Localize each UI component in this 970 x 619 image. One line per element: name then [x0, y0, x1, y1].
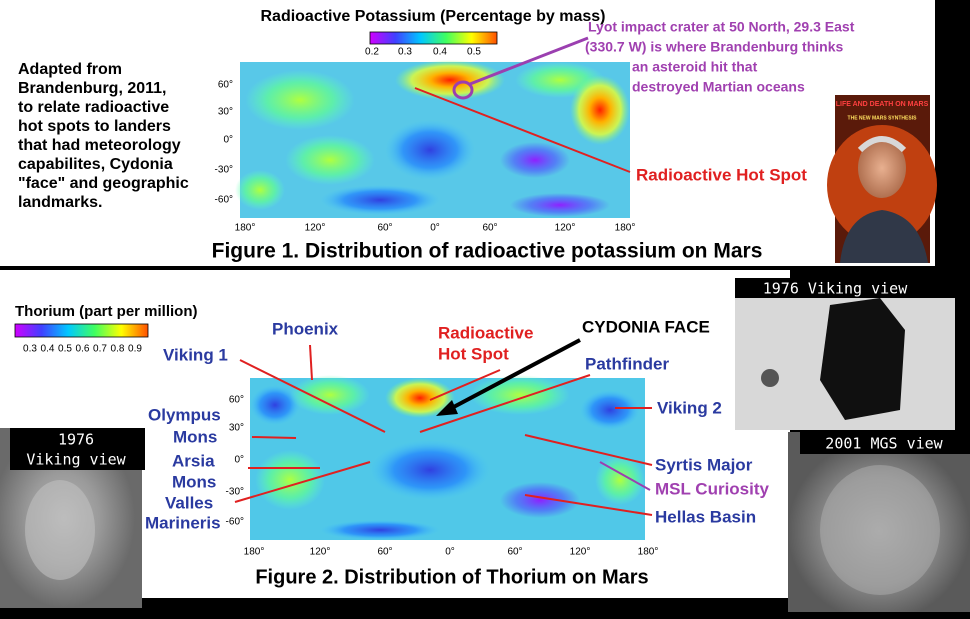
- lat-label: 30°: [218, 107, 233, 118]
- note-line: to relate radioactive: [18, 99, 169, 116]
- figure-caption: Figure 2. Distribution of Thorium on Mar…: [255, 566, 648, 588]
- hot-spot-label: Radioactive: [438, 323, 533, 342]
- crater-note: an asteroid hit that: [632, 59, 758, 75]
- msl-pointer: [599, 461, 651, 491]
- lon-label: 120°: [555, 223, 576, 234]
- note-line: Brandenburg, 2011,: [18, 80, 167, 97]
- lon-label: 180°: [615, 223, 636, 234]
- lat-label: -30°: [215, 165, 233, 176]
- site-label: Olympus: [148, 405, 221, 424]
- book-subtitle: THE NEW MARS SYNTHESIS: [848, 115, 918, 121]
- lat-label: -30°: [226, 487, 244, 498]
- lon-label: 180°: [638, 547, 659, 558]
- lyot-circle: [452, 80, 474, 100]
- note-line: that had meteorology: [18, 137, 181, 154]
- legend-tick: 0.7: [93, 344, 107, 355]
- photo-top-right: [735, 278, 955, 430]
- lon-label: 120°: [310, 547, 331, 558]
- pointer-lines: [234, 344, 653, 516]
- site-label: Hellas Basin: [655, 507, 756, 526]
- site-label: Pathfinder: [585, 354, 669, 373]
- legend-tick: 0.2: [365, 47, 379, 58]
- lon-label: 120°: [305, 223, 326, 234]
- hotspot-pointer: [414, 87, 631, 173]
- note-line: Adapted from: [18, 61, 122, 78]
- lon-label: 180°: [235, 223, 256, 234]
- lon-label: 60°: [482, 223, 497, 234]
- note-line: hot spots to landers: [18, 118, 171, 135]
- book-cover: [827, 95, 937, 263]
- photo-caption: Viking view: [26, 451, 126, 469]
- crater-note: Lyot impact crater at 50 North, 29.3 Eas…: [588, 19, 855, 35]
- potassium-map: [235, 60, 630, 218]
- cydonia-label: CYDONIA FACE: [582, 317, 710, 336]
- lyot-pointer: [469, 36, 589, 86]
- thorium-colorbar: [14, 323, 149, 338]
- crater-note: destroyed Martian oceans: [632, 79, 805, 95]
- lat-label: 60°: [229, 395, 244, 406]
- lon-label: 60°: [377, 547, 392, 558]
- legend-tick: 0.3: [398, 47, 412, 58]
- site-label: Syrtis Major: [655, 455, 753, 474]
- legend-tick: 0.9: [128, 344, 142, 355]
- legend-title: Radioactive Potassium (Percentage by mas…: [260, 8, 605, 25]
- lon-label: 180°: [244, 547, 265, 558]
- note-line: capabilites, Cydonia: [18, 156, 173, 173]
- lat-label: -60°: [215, 195, 233, 206]
- lat-label: 0°: [223, 135, 233, 146]
- cydonia-arrow: [447, 338, 581, 412]
- potassium-colorbar: [369, 31, 498, 45]
- site-label: Mons: [173, 427, 217, 446]
- legend-tick: 0.8: [111, 344, 125, 355]
- hot-spot-label: Radioactive Hot Spot: [636, 165, 807, 184]
- site-label: Arsia: [172, 451, 215, 470]
- hot-spot-label: Hot Spot: [438, 344, 509, 363]
- site-label: Valles: [165, 493, 213, 512]
- lon-label: 60°: [377, 223, 392, 234]
- legend-tick: 0.3: [23, 344, 37, 355]
- lat-label: 0°: [234, 455, 244, 466]
- lon-label: 0°: [430, 223, 440, 234]
- photo-caption: 1976: [58, 431, 94, 449]
- lat-label: 60°: [218, 80, 233, 91]
- legend-tick: 0.6: [76, 344, 90, 355]
- thorium-map: [250, 375, 645, 540]
- note-line: "face" and geographic: [18, 175, 189, 192]
- legend-tick: 0.4: [433, 47, 447, 58]
- photo-caption: 2001 MGS view: [825, 435, 943, 453]
- site-label: Viking 2: [657, 398, 722, 417]
- note-line: landmarks.: [18, 194, 102, 211]
- crater-note: (330.7 W) is where Brandenburg thinks: [585, 39, 843, 55]
- legend-tick: 0.5: [58, 344, 72, 355]
- legend-tick: 0.5: [467, 47, 481, 58]
- cydonia-arrowhead: [436, 400, 458, 416]
- site-label: Mons: [172, 472, 216, 491]
- site-label: MSL Curiosity: [655, 479, 770, 498]
- legend-tick: 0.4: [41, 344, 55, 355]
- lon-label: 60°: [507, 547, 522, 558]
- site-label: Marineris: [145, 513, 221, 532]
- lat-label: 30°: [229, 423, 244, 434]
- photo-caption: 1976 Viking view: [763, 280, 908, 298]
- lat-label: -60°: [226, 517, 244, 528]
- photo-bottom-right: [788, 432, 970, 612]
- lon-label: 0°: [445, 547, 455, 558]
- legend-title: Thorium (part per million): [15, 303, 198, 320]
- photo-left: [0, 428, 145, 608]
- site-label: Phoenix: [272, 319, 339, 338]
- site-label: Viking 1: [163, 345, 228, 364]
- book-title: LIFE AND DEATH ON MARS: [836, 101, 929, 108]
- lon-label: 120°: [570, 547, 591, 558]
- figure-caption: Figure 1. Distribution of radioactive po…: [212, 240, 763, 263]
